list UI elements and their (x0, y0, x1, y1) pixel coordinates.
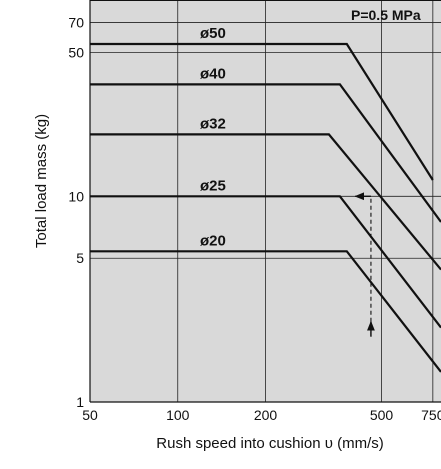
y-tick-label: 1 (76, 394, 84, 410)
y-tick-label: 5 (76, 250, 84, 266)
x-tick-label: 100 (166, 407, 190, 423)
series-line-4 (90, 195, 441, 329)
series-line-3 (90, 133, 441, 271)
y-tick-label: 10 (68, 188, 84, 204)
series-label-3: ø32 (200, 115, 226, 132)
series-line-2 (90, 83, 441, 223)
series-line-1 (90, 42, 434, 181)
x-tick-label: 500 (370, 407, 394, 423)
x-tick-label: 200 (254, 407, 278, 423)
x-axis-title: Rush speed into cushion υ (mm/s) (156, 435, 383, 452)
x-tick-label: 750 (421, 407, 441, 423)
pressure-label: P=0.5 MPa (351, 7, 421, 23)
y-tick-label: 50 (68, 45, 84, 61)
series-label-4: ø25 (200, 177, 226, 194)
y-tick-label: 70 (68, 14, 84, 30)
y-axis-title: Total load mass (kg) (33, 114, 50, 248)
series-label-5: ø20 (200, 232, 226, 249)
series-label-1: ø50 (200, 25, 226, 42)
series-line-5 (90, 250, 441, 373)
series-label-2: ø40 (200, 65, 226, 82)
x-tick-label: 50 (82, 407, 98, 423)
